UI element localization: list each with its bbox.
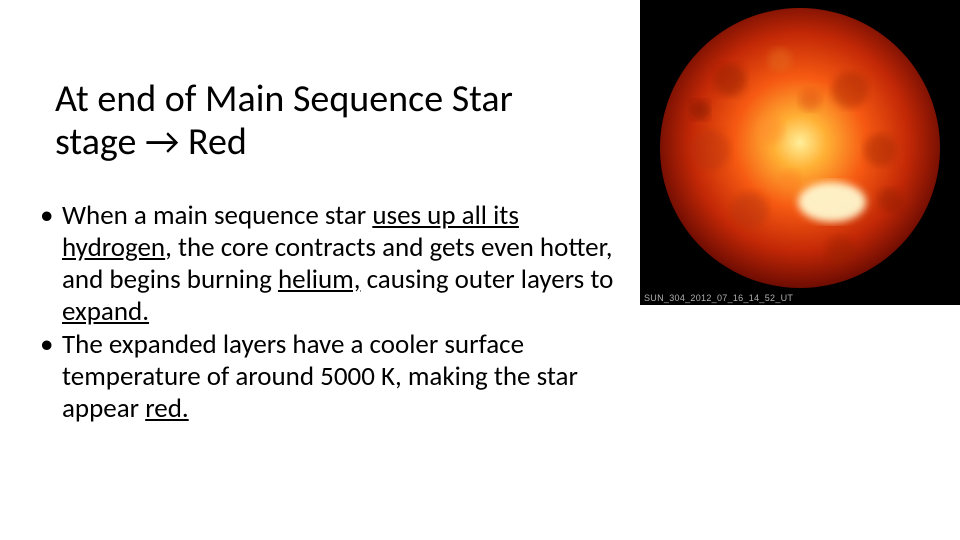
text-segment: The expanded layers have a cooler surfac… (62, 328, 578, 425)
text-segment: When a main sequence star (62, 199, 372, 232)
title-line2-post: Red (179, 119, 246, 165)
list-item: When a main sequence star uses up all it… (40, 200, 620, 327)
title-line2-pre: stage (55, 119, 145, 165)
slide-body: When a main sequence star uses up all it… (40, 200, 620, 427)
text-segment: expand. (62, 295, 149, 328)
sun-image: SUN_304_2012_07_16_14_52_UT (640, 0, 960, 305)
list-item: The expanded layers have a cooler surfac… (40, 329, 620, 425)
title-line1: At end of Main Sequence Star (55, 76, 513, 122)
text-segment: helium, (278, 263, 361, 296)
slide-title: At end of Main Sequence Star stage → Red (55, 78, 595, 163)
slide: At end of Main Sequence Star stage → Red… (0, 0, 960, 540)
text-segment: red. (145, 392, 189, 425)
sun-svg (640, 0, 960, 305)
text-segment: causing outer layers to (360, 263, 613, 296)
arrow-icon: → (145, 119, 179, 165)
bullet-list: When a main sequence star uses up all it… (40, 200, 620, 425)
image-caption: SUN_304_2012_07_16_14_52_UT (644, 293, 793, 303)
